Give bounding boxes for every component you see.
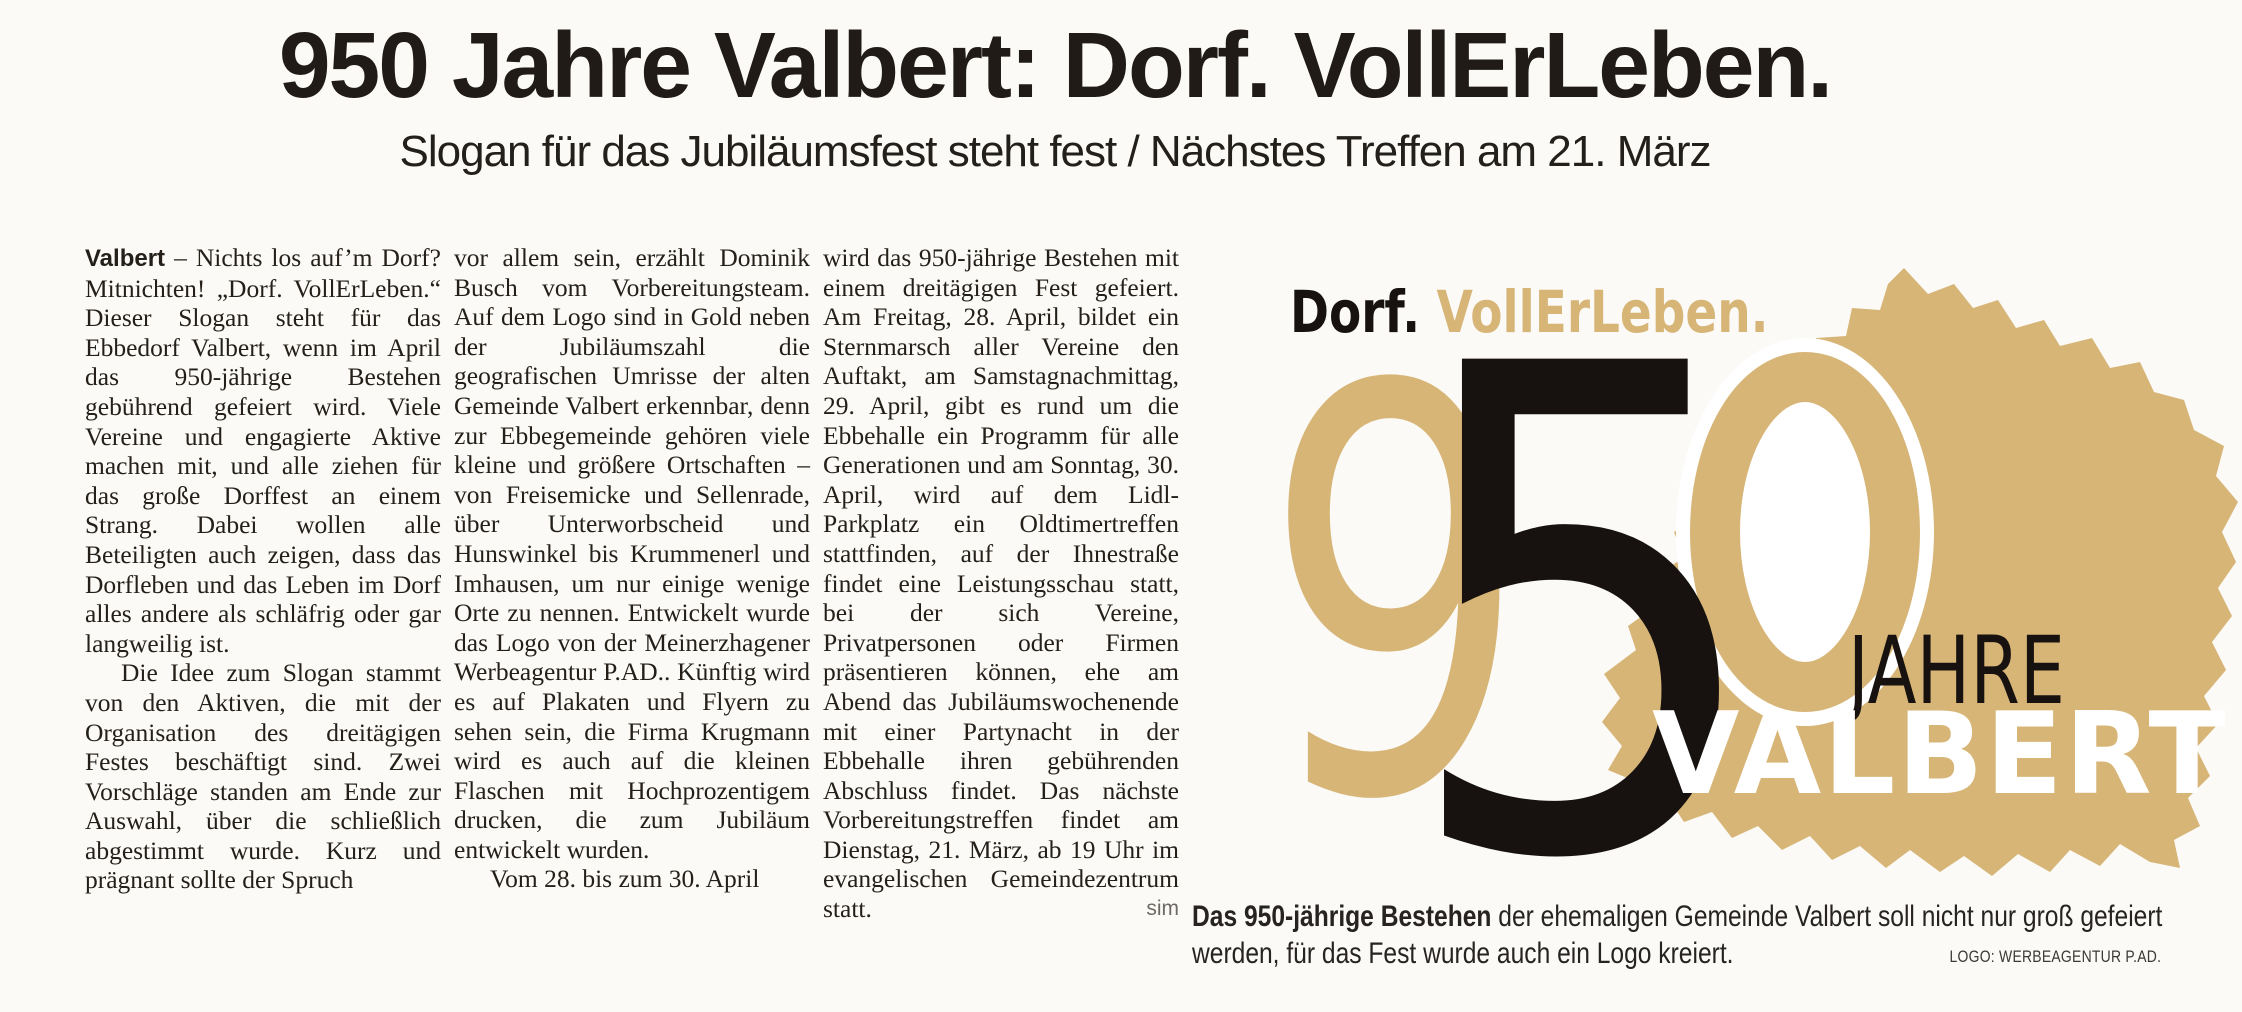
caption-rest: der ehemaligen Gemeinde Valbert soll nic… — [1192, 900, 2163, 970]
caption-lead: Das 950-jährige Bestehen — [1192, 900, 1492, 933]
dateline: Valbert — [85, 245, 166, 272]
logo-slogan-vollerleben: VollErLeben. — [1436, 279, 1768, 346]
photo-caption: Das 950-jährige Bestehen der ehemaligen … — [1192, 898, 2168, 972]
logo-valbert-label: VALBERT — [1652, 688, 2228, 820]
jubilee-logo-graphic: 9 5 Dorf. VollErLeben. JAHRE VALBERT — [1262, 226, 2238, 1006]
jubilee-logo: 9 5 Dorf. VollErLeben. JAHRE VALBERT — [1192, 226, 2242, 1006]
headline: 950 Jahre Valbert: Dorf. VollErLeben. — [278, 13, 1833, 117]
caption-text: Das 950-jährige Bestehen der ehemaligen … — [1192, 898, 2164, 972]
article-header: 950 Jahre Valbert: Dorf. VollErLeben. Sl… — [0, 18, 2110, 177]
paragraph: wird das 950-jährige Bestehen mit einem … — [823, 243, 1179, 924]
logo-jahre-label: JAHRE — [1844, 616, 2065, 725]
text-column-3: wird das 950-jährige Bestehen mit einem … — [823, 243, 1179, 1001]
author-byline: sim — [1146, 897, 1179, 921]
logo-slogan-dorf: Dorf. — [1290, 279, 1420, 346]
article-body: Valbert – Nichts los auf’m Dorf? Mitnich… — [85, 243, 1180, 1001]
subheadline: Slogan für das Jubiläumsfest steht fest … — [399, 126, 1712, 176]
paragraph: vor allem sein, erzählt Dominik Busch vo… — [454, 243, 810, 864]
logo-slogan: Dorf. VollErLeben. — [1290, 279, 1769, 346]
paragraph: Vom 28. bis zum 30. April — [490, 864, 760, 894]
logo-credit: LOGO: WERBEAGENTUR P.AD. — [1949, 947, 2162, 966]
digit-nine: 9 — [1262, 271, 1529, 890]
digit-five: 5 — [1399, 250, 1770, 890]
paragraph: Die Idee zum Slogan stammt von den Aktiv… — [85, 658, 441, 895]
text-column-2: vor allem sein, erzählt Dominik Busch vo… — [454, 243, 810, 1001]
text-column-1: Valbert – Nichts los auf’m Dorf? Mitnich… — [85, 243, 441, 1001]
paragraph-text: – Nichts los auf’m Dorf? Mitnichten! „Do… — [85, 243, 441, 658]
paragraph-text: wird das 950-jährige Bestehen mit einem … — [823, 243, 1179, 924]
paragraph: Valbert – Nichts los auf’m Dorf? Mitnich… — [85, 243, 441, 658]
digit-zero-ring — [1690, 352, 1920, 712]
